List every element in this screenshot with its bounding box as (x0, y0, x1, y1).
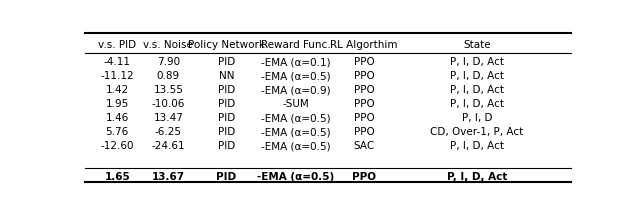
Text: PPO: PPO (354, 99, 374, 109)
Text: RL Algorthim: RL Algorthim (330, 40, 398, 49)
Text: PPO: PPO (354, 113, 374, 123)
Text: NN: NN (219, 71, 234, 81)
Text: -6.25: -6.25 (155, 127, 182, 137)
Text: PID: PID (218, 113, 235, 123)
Text: v.s. PID: v.s. PID (98, 40, 136, 49)
Text: -10.06: -10.06 (152, 99, 185, 109)
Text: P, I, D, Act: P, I, D, Act (450, 141, 504, 151)
Text: -EMA (α=0.9): -EMA (α=0.9) (261, 85, 331, 95)
Text: 13.55: 13.55 (154, 85, 183, 95)
Text: v.s. Noise: v.s. Noise (143, 40, 193, 49)
Text: Policy Network: Policy Network (188, 40, 265, 49)
Text: 1.42: 1.42 (106, 85, 129, 95)
Text: -EMA (α=0.5): -EMA (α=0.5) (257, 171, 334, 181)
Text: 5.76: 5.76 (106, 127, 129, 137)
Text: P, I, D, Act: P, I, D, Act (450, 85, 504, 95)
Text: -12.60: -12.60 (100, 141, 134, 151)
Text: PPO: PPO (354, 85, 374, 95)
Text: PID: PID (218, 127, 235, 137)
Text: P, I, D, Act: P, I, D, Act (450, 71, 504, 81)
Text: PID: PID (218, 85, 235, 95)
Text: PPO: PPO (354, 127, 374, 137)
Text: -24.61: -24.61 (152, 141, 185, 151)
Text: PPO: PPO (354, 57, 374, 67)
Text: 13.47: 13.47 (154, 113, 183, 123)
Text: -11.12: -11.12 (100, 71, 134, 81)
Text: 13.67: 13.67 (152, 171, 185, 181)
Text: 1.65: 1.65 (104, 171, 130, 181)
Text: -EMA (α=0.1): -EMA (α=0.1) (261, 57, 331, 67)
Text: Reward Func.: Reward Func. (261, 40, 331, 49)
Text: P, I, D, Act: P, I, D, Act (450, 57, 504, 67)
Text: P, I, D, Act: P, I, D, Act (447, 171, 507, 181)
Text: -EMA (α=0.5): -EMA (α=0.5) (261, 71, 331, 81)
Text: -SUM: -SUM (282, 99, 309, 109)
Text: -EMA (α=0.5): -EMA (α=0.5) (261, 141, 331, 151)
Text: PPO: PPO (354, 71, 374, 81)
Text: P, I, D: P, I, D (461, 113, 492, 123)
Text: 7.90: 7.90 (157, 57, 180, 67)
Text: PID: PID (218, 99, 235, 109)
Text: -EMA (α=0.5): -EMA (α=0.5) (261, 113, 331, 123)
Text: P, I, D, Act: P, I, D, Act (450, 99, 504, 109)
Text: -EMA (α=0.5): -EMA (α=0.5) (261, 127, 331, 137)
Text: State: State (463, 40, 491, 49)
Text: 1.46: 1.46 (106, 113, 129, 123)
Text: CD, Over-1, P, Act: CD, Over-1, P, Act (430, 127, 524, 137)
Text: PID: PID (218, 57, 235, 67)
Text: 0.89: 0.89 (157, 71, 180, 81)
Text: PID: PID (218, 141, 235, 151)
Text: SAC: SAC (353, 141, 375, 151)
Text: PID: PID (216, 171, 236, 181)
Text: -4.11: -4.11 (104, 57, 131, 67)
Text: 1.95: 1.95 (106, 99, 129, 109)
Text: PPO: PPO (352, 171, 376, 181)
